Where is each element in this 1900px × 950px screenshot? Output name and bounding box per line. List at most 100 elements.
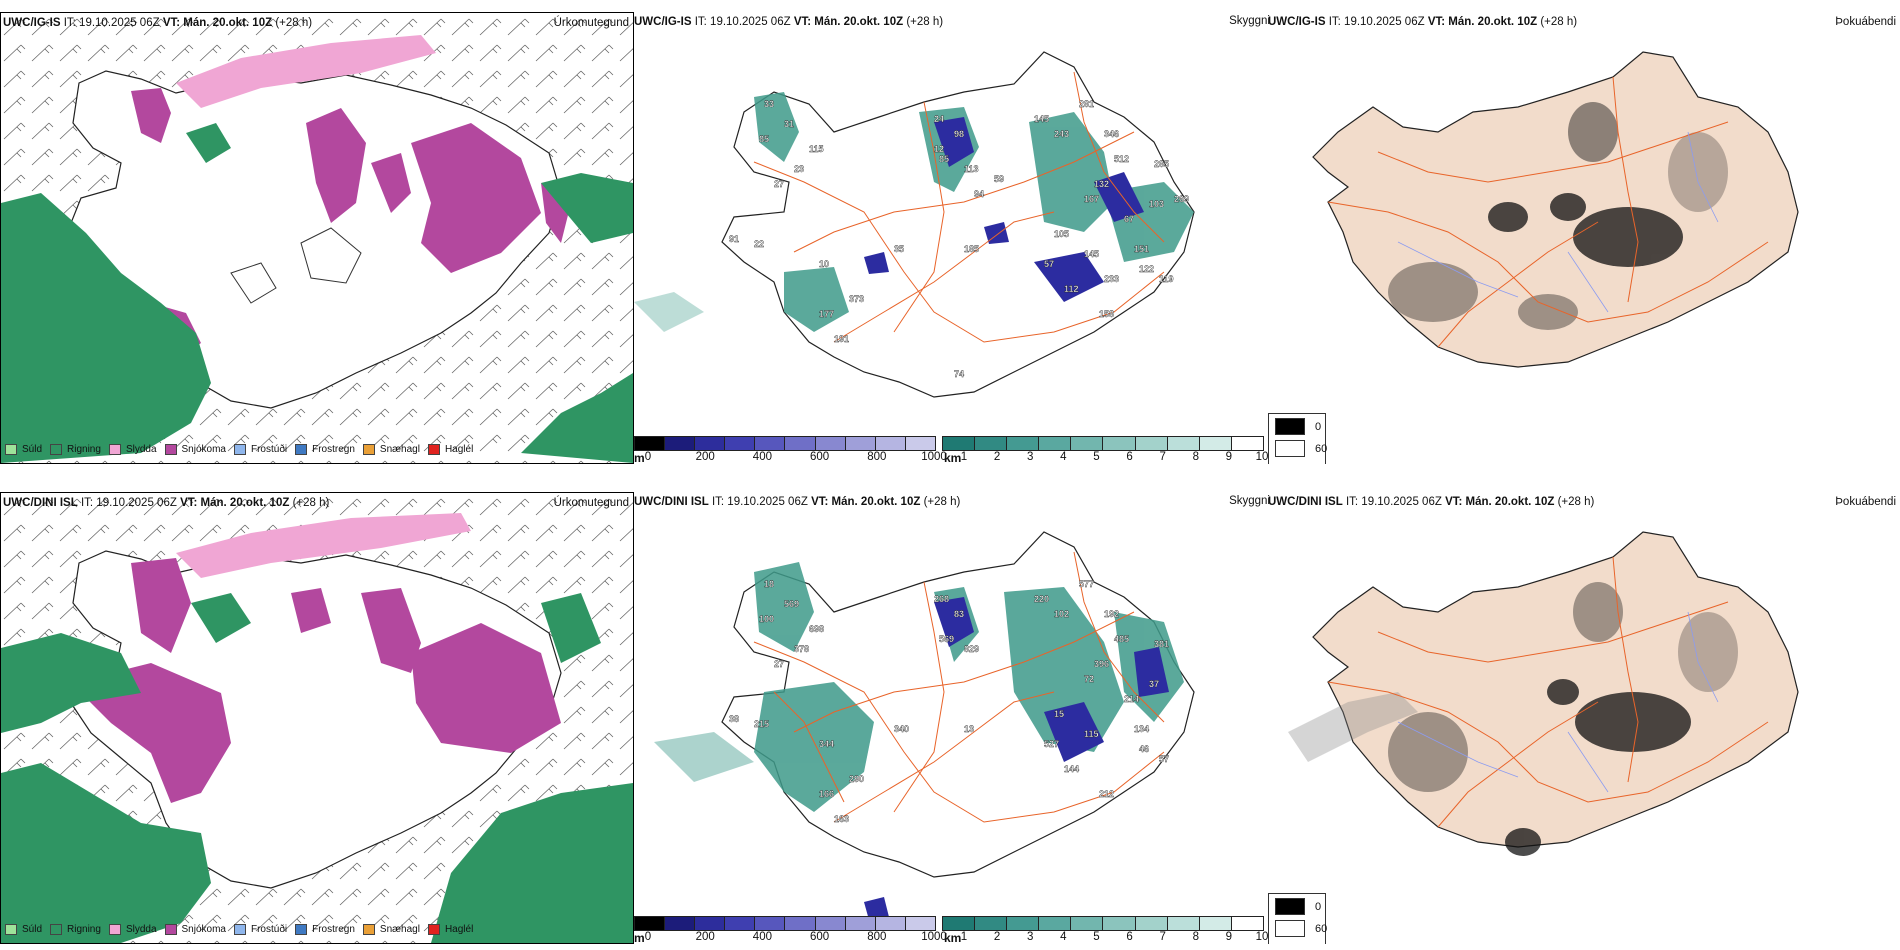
legend-item-snjokoma: Snjókoma <box>164 444 226 455</box>
visibility-value-label: 27 <box>774 659 784 669</box>
colorbar-segment <box>725 437 756 450</box>
visibility-value-label: 698 <box>809 624 824 634</box>
visibility-value-label: 163 <box>834 814 849 824</box>
visibility-value-label: 12 <box>934 144 944 154</box>
colorbar-segment <box>1167 437 1200 450</box>
colorbar-segment <box>1007 917 1040 930</box>
colorbar-segment <box>1039 917 1072 930</box>
tick-label: 10 <box>1255 931 1269 943</box>
colorbar-segment <box>1135 437 1168 450</box>
visibility-colorbar <box>942 436 1264 451</box>
visibility-ticks: 1 2 3 4 5 6 7 8 9 10 <box>960 451 1269 464</box>
swatch <box>427 444 440 455</box>
colorbar-segment <box>1071 917 1104 930</box>
tick-label: 600 <box>810 931 830 943</box>
visibility-value-label: 145 <box>1034 114 1049 124</box>
visibility-value-label: 15 <box>1054 709 1064 719</box>
row1-fog-header: UWC/IG-IS IT: 19.10.2025 06Z VT: Mán. 20… <box>1268 16 1578 28</box>
visibility-value-label: 103 <box>1149 199 1164 209</box>
visibility-value-label: 122 <box>1139 264 1154 274</box>
visibility-value-label: 192 <box>1104 609 1119 619</box>
visibility-value-label: 485 <box>1114 634 1129 644</box>
visibility-value-label: 100 <box>759 614 774 624</box>
visibility-colorbar <box>942 916 1264 931</box>
fog-index-map <box>1288 531 1799 856</box>
row2-precip-panel: UWC/DINI ISL IT: 19.10.2025 06Z VT: Mán.… <box>0 492 634 944</box>
visibility-value-label: 115 <box>809 144 824 154</box>
swatch <box>295 924 308 935</box>
tick-label: 1000 <box>921 931 947 943</box>
visibility-value-label: 158 <box>1099 309 1114 319</box>
row1-precip-title: Úrkomutegund <box>553 17 629 29</box>
colorbar-segment <box>905 917 935 930</box>
row2-fog-title: Þokuábendi <box>1835 496 1896 508</box>
visibility-value-label: 46 <box>1139 744 1149 754</box>
legend-item-snjokoma: Snjókoma <box>164 924 226 935</box>
fog-index-map <box>1312 51 1799 368</box>
colorbar-segment <box>1199 437 1232 450</box>
legend-item-snaehagl: Snæhagl <box>362 924 420 935</box>
cloud-base-ticks: 0 200 400 600 800 1000 <box>645 451 947 464</box>
tick-label: 5 <box>1093 451 1100 463</box>
colorbar-segment <box>1199 917 1232 930</box>
swatch <box>164 924 177 935</box>
swatch <box>362 444 375 455</box>
colorbar-segment <box>975 917 1008 930</box>
visibility-value-label: 185 <box>964 244 979 254</box>
visibility-value-label: 381 <box>1154 639 1169 649</box>
fog-legend-0: 0 <box>1275 898 1321 915</box>
row1-precip-header: UWC/IG-IS IT: 19.10.2025 06Z VT: Mán. 20… <box>3 17 313 29</box>
cloud-base-colorbar <box>634 436 936 451</box>
tick-label: 6 <box>1126 931 1133 943</box>
tick-label: 8 <box>1192 931 1199 943</box>
row1-visibility-panel: 33 31 85 23 27 115 24 98 85 113 91 22 10 35 185 145 243 2… <box>634 12 1270 464</box>
legend-item-haglel: Haglél <box>427 924 473 935</box>
swatch <box>50 924 63 935</box>
visibility-map: 33 31 85 23 27 115 24 98 85 113 91 22 10 35 185 145 243 2… <box>634 51 1195 398</box>
visibility-value-label: 74 <box>954 369 964 379</box>
colorbar-segment <box>635 917 666 930</box>
visibility-value-label: 91 <box>729 234 739 244</box>
visibility-value-label: 10 <box>819 259 829 269</box>
visibility-value-label: 269 <box>1174 194 1189 204</box>
colorbar-segment <box>975 437 1008 450</box>
visibility-value-label: 577 <box>1079 579 1094 589</box>
swatch <box>50 444 63 455</box>
row1-fog-panel: UWC/IG-IS IT: 19.10.2025 06Z VT: Mán. 20… <box>1268 12 1900 464</box>
precip-type-map <box>1 493 633 943</box>
tick-label: 200 <box>695 451 715 463</box>
swatch <box>5 444 17 455</box>
visibility-value-label: 57 <box>1044 259 1054 269</box>
row1-visibility-header: UWC/IG-IS IT: 19.10.2025 06Z VT: Mán. 20… <box>634 16 944 28</box>
colorbar-segment <box>815 917 846 930</box>
row2-precip-title: Úrkomutegund <box>553 497 629 509</box>
visibility-value-label: 346 <box>1104 129 1119 139</box>
tick-label: 600 <box>810 451 830 463</box>
tick-label: 800 <box>867 931 887 943</box>
tick-label: 1 <box>960 931 968 943</box>
visibility-value-label: 72 <box>1084 674 1094 684</box>
tick-label: 400 <box>752 451 772 463</box>
visibility-ticks: 1 2 3 4 5 6 7 8 9 10 <box>960 931 1269 944</box>
row1-visibility-title: Skyggni <box>1229 15 1270 27</box>
visibility-value-label: 166 <box>819 789 834 799</box>
swatch <box>108 444 121 455</box>
visibility-value-label: 243 <box>1054 129 1069 139</box>
visibility-value-label: 94 <box>974 189 984 199</box>
row2-visibility-panel: 18 569 100 378 27 698 268 83 569 829 38 215 344 340 13… <box>634 492 1270 944</box>
legend-item-slydda: Slydda <box>108 924 157 935</box>
visibility-value-label: 396 <box>1094 659 1109 669</box>
tick-label: 1 <box>960 451 968 463</box>
legend-item-frostudi: Frostúði <box>233 924 287 935</box>
colorbar-segment <box>695 437 726 450</box>
row2-visibility-title: Skyggni <box>1229 495 1270 507</box>
visibility-unit: km <box>944 451 962 464</box>
visibility-value-label: 829 <box>964 644 979 654</box>
legend-item-suld: Súld <box>5 924 42 935</box>
row2-visibility-header: UWC/DINI ISL IT: 19.10.2025 06Z VT: Mán.… <box>634 496 961 508</box>
colorbar-segment <box>1007 437 1040 450</box>
visibility-value-label: 13 <box>964 724 974 734</box>
visibility-value-label: 527 <box>1044 739 1059 749</box>
visibility-value-label: 59 <box>994 174 1004 184</box>
visibility-value-label: 134 <box>1134 724 1149 734</box>
